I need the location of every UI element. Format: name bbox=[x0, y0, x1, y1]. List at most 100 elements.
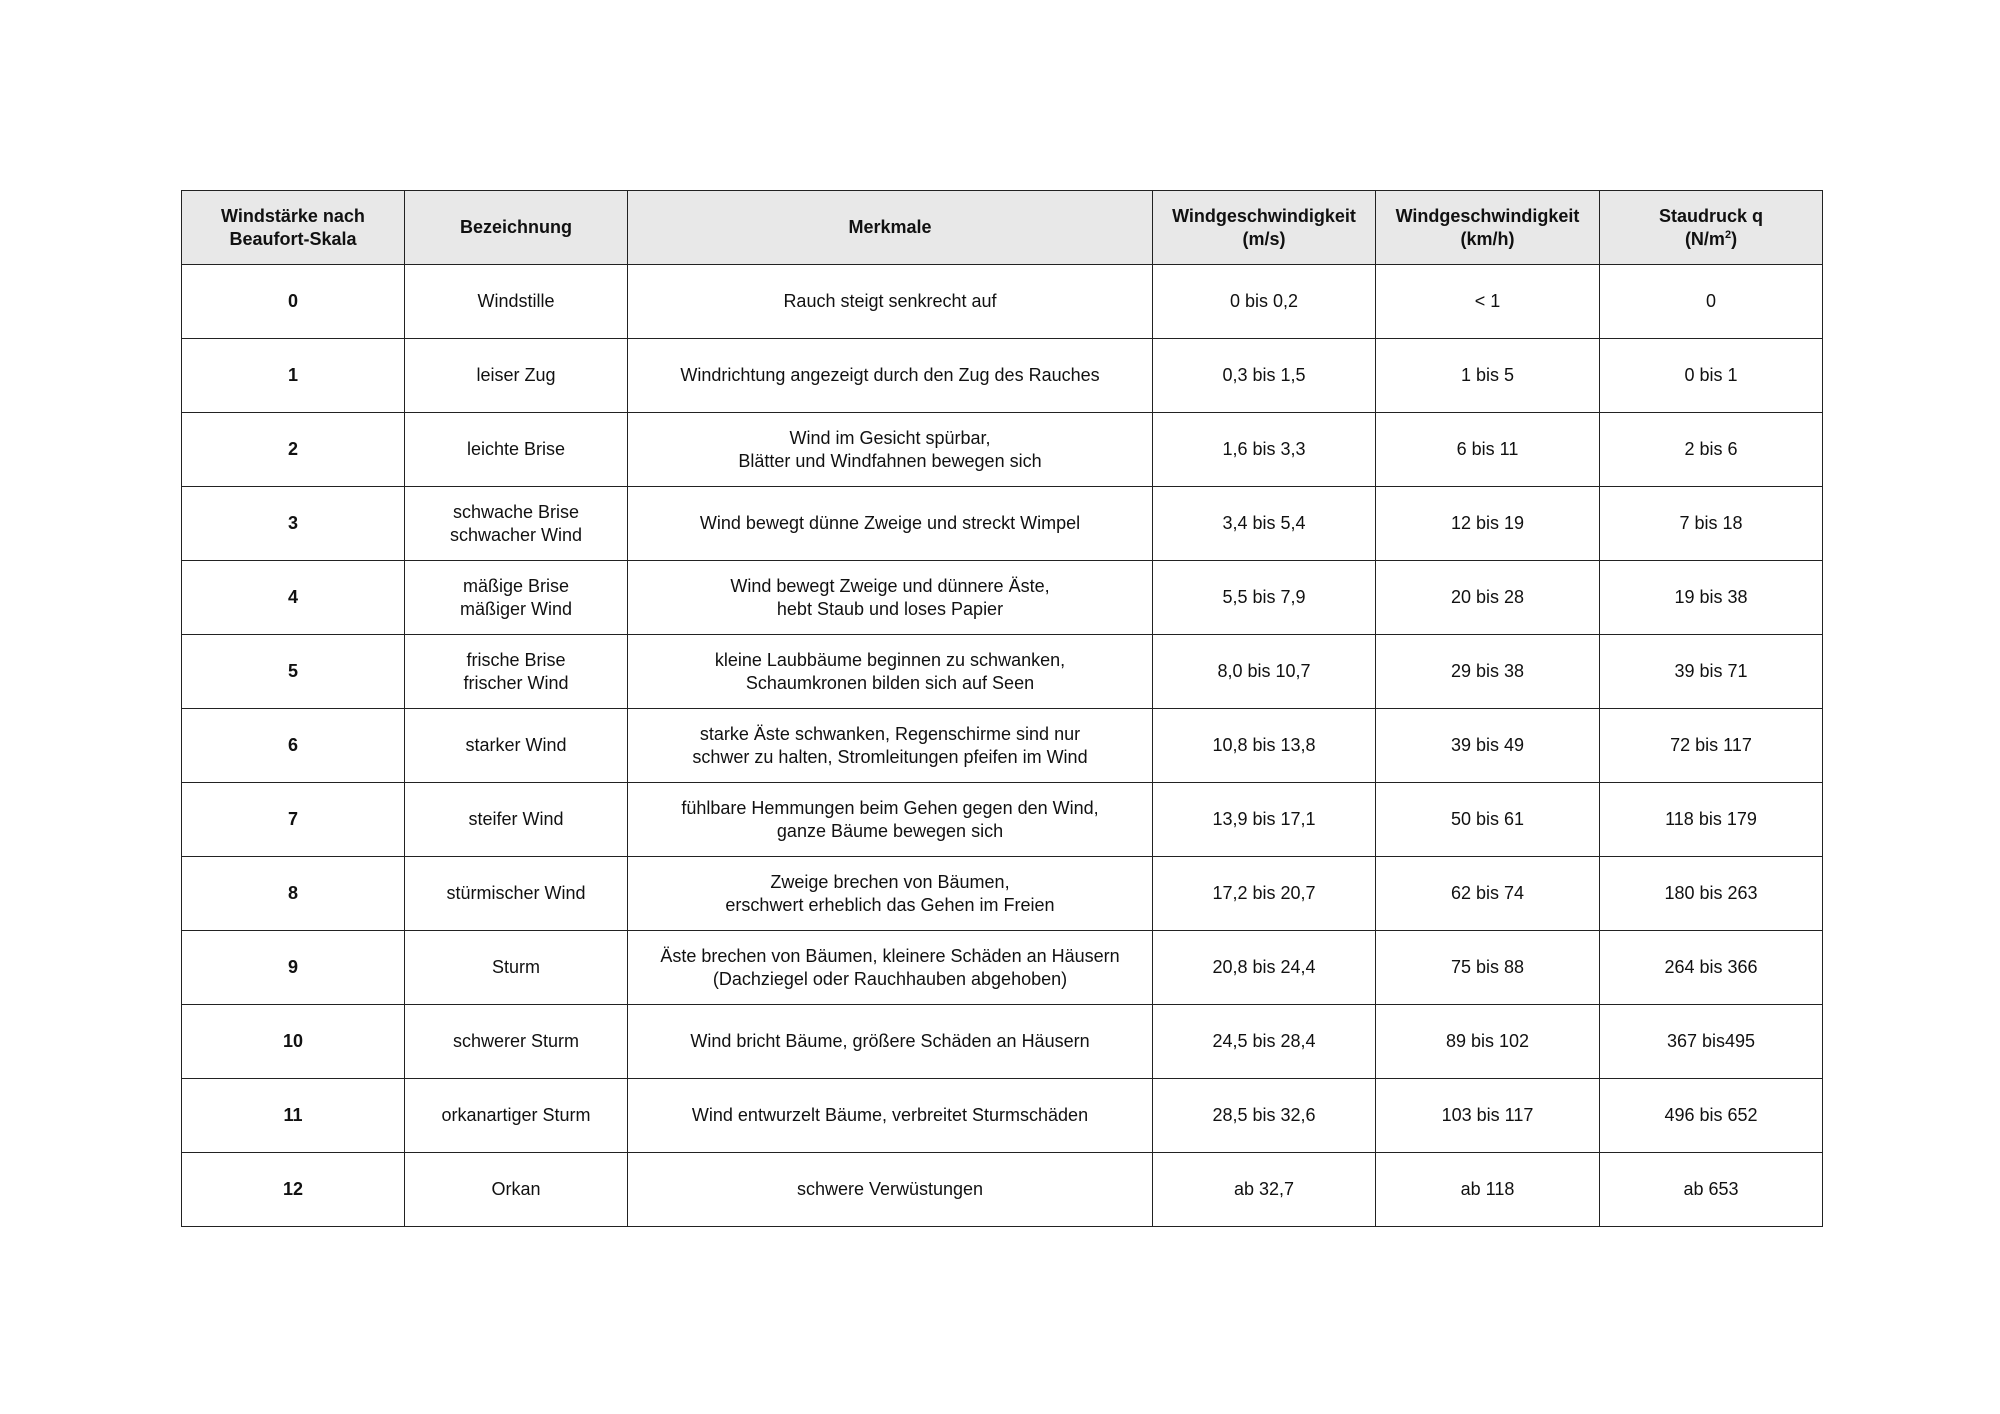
name-cell: Sturm bbox=[404, 930, 628, 1005]
pressure-cell: 0 bbox=[1599, 264, 1823, 339]
pressure-cell: 264 bis 366 bbox=[1599, 930, 1823, 1005]
beaufort-table: Windstärke nach Beaufort-Skala Bezeichnu… bbox=[181, 190, 1823, 1227]
speed-kmh-cell: 1 bis 5 bbox=[1375, 338, 1600, 413]
speed-ms-cell: 0,3 bis 1,5 bbox=[1152, 338, 1376, 413]
speed-kmh-cell: 12 bis 19 bbox=[1375, 486, 1600, 561]
beaufort-cell: 7 bbox=[181, 782, 405, 857]
beaufort-cell: 0 bbox=[181, 264, 405, 339]
name-cell: stürmischer Wind bbox=[404, 856, 628, 931]
speed-kmh-cell: ab 118 bbox=[1375, 1152, 1600, 1227]
pressure-cell: 496 bis 652 bbox=[1599, 1078, 1823, 1153]
features-cell: Rauch steigt senkrecht auf bbox=[627, 264, 1153, 339]
speed-ms-cell: 17,2 bis 20,7 bbox=[1152, 856, 1376, 931]
beaufort-cell: 4 bbox=[181, 560, 405, 635]
header-speed-kmh: Windgeschwindigkeit (km/h) bbox=[1375, 190, 1600, 265]
speed-ms-cell: 24,5 bis 28,4 bbox=[1152, 1004, 1376, 1079]
name-cell: leiser Zug bbox=[404, 338, 628, 413]
pressure-cell: 367 bis495 bbox=[1599, 1004, 1823, 1079]
header-speed-ms: Windgeschwindigkeit (m/s) bbox=[1152, 190, 1376, 265]
features-cell: Wind bewegt Zweige und dünnere Äste, heb… bbox=[627, 560, 1153, 635]
speed-kmh-cell: 20 bis 28 bbox=[1375, 560, 1600, 635]
header-name: Bezeichnung bbox=[404, 190, 628, 265]
pressure-cell: 118 bis 179 bbox=[1599, 782, 1823, 857]
speed-ms-cell: ab 32,7 bbox=[1152, 1152, 1376, 1227]
speed-ms-cell: 3,4 bis 5,4 bbox=[1152, 486, 1376, 561]
name-cell: Orkan bbox=[404, 1152, 628, 1227]
beaufort-cell: 12 bbox=[181, 1152, 405, 1227]
features-cell: Wind im Gesicht spürbar, Blätter und Win… bbox=[627, 412, 1153, 487]
speed-ms-cell: 13,9 bis 17,1 bbox=[1152, 782, 1376, 857]
features-cell: kleine Laubbäume beginnen zu schwanken, … bbox=[627, 634, 1153, 709]
pressure-cell: ab 653 bbox=[1599, 1152, 1823, 1227]
speed-ms-cell: 5,5 bis 7,9 bbox=[1152, 560, 1376, 635]
features-cell: Wind entwurzelt Bäume, verbreitet Sturms… bbox=[627, 1078, 1153, 1153]
name-cell: mäßige Brise mäßiger Wind bbox=[404, 560, 628, 635]
table-row: 11 orkanartiger Sturm Wind entwurzelt Bäum… bbox=[181, 1078, 1823, 1153]
speed-kmh-cell: 29 bis 38 bbox=[1375, 634, 1600, 709]
features-cell: Wind bewegt dünne Zweige und streckt Wim… bbox=[627, 486, 1153, 561]
table-row: 0 Windstille Rauch steigt senkrecht auf 0 b… bbox=[181, 264, 1823, 339]
name-cell: schwerer Sturm bbox=[404, 1004, 628, 1079]
beaufort-cell: 11 bbox=[181, 1078, 405, 1153]
pressure-cell: 39 bis 71 bbox=[1599, 634, 1823, 709]
speed-kmh-cell: 39 bis 49 bbox=[1375, 708, 1600, 783]
beaufort-cell: 10 bbox=[181, 1004, 405, 1079]
features-cell: starke Äste schwanken, Regenschirme sind… bbox=[627, 708, 1153, 783]
speed-kmh-cell: 89 bis 102 bbox=[1375, 1004, 1600, 1079]
speed-kmh-cell: < 1 bbox=[1375, 264, 1600, 339]
speed-ms-cell: 10,8 bis 13,8 bbox=[1152, 708, 1376, 783]
name-cell: Windstille bbox=[404, 264, 628, 339]
beaufort-cell: 6 bbox=[181, 708, 405, 783]
features-cell: fühlbare Hemmungen beim Gehen gegen den … bbox=[627, 782, 1153, 857]
beaufort-cell: 8 bbox=[181, 856, 405, 931]
header-pressure-end: ) bbox=[1731, 228, 1738, 249]
speed-ms-cell: 8,0 bis 10,7 bbox=[1152, 634, 1376, 709]
beaufort-cell: 3 bbox=[181, 486, 405, 561]
speed-ms-cell: 0 bis 0,2 bbox=[1152, 264, 1376, 339]
speed-ms-cell: 28,5 bis 32,6 bbox=[1152, 1078, 1376, 1153]
beaufort-cell: 9 bbox=[181, 930, 405, 1005]
speed-kmh-cell: 62 bis 74 bbox=[1375, 856, 1600, 931]
pressure-cell: 2 bis 6 bbox=[1599, 412, 1823, 487]
features-cell: schwere Verwüstungen bbox=[627, 1152, 1153, 1227]
speed-kmh-cell: 50 bis 61 bbox=[1375, 782, 1600, 857]
name-cell: frische Brise frischer Wind bbox=[404, 634, 628, 709]
header-features: Merkmale bbox=[627, 190, 1153, 265]
speed-kmh-cell: 103 bis 117 bbox=[1375, 1078, 1600, 1153]
name-cell: starker Wind bbox=[404, 708, 628, 783]
name-cell: schwache Brise schwacher Wind bbox=[404, 486, 628, 561]
table-row: 10 schwerer Sturm Wind bricht Bäume, größe… bbox=[181, 1004, 1823, 1079]
pressure-cell: 180 bis 263 bbox=[1599, 856, 1823, 931]
beaufort-cell: 5 bbox=[181, 634, 405, 709]
speed-ms-cell: 1,6 bis 3,3 bbox=[1152, 412, 1376, 487]
table-row: 9 Sturm Äste brechen von Bäumen, kleinere … bbox=[181, 930, 1823, 1005]
pressure-cell: 7 bis 18 bbox=[1599, 486, 1823, 561]
header-row: Windstärke nach Beaufort-Skala Bezeichnu… bbox=[181, 190, 1823, 265]
speed-kmh-cell: 6 bis 11 bbox=[1375, 412, 1600, 487]
beaufort-cell: 1 bbox=[181, 338, 405, 413]
name-cell: leichte Brise bbox=[404, 412, 628, 487]
pressure-cell: 19 bis 38 bbox=[1599, 560, 1823, 635]
beaufort-cell: 2 bbox=[181, 412, 405, 487]
table-row: 6 starker Wind starke Äste schwanken, Rege… bbox=[181, 708, 1823, 783]
features-cell: Äste brechen von Bäumen, kleinere Schäde… bbox=[627, 930, 1153, 1005]
table-row: 4 mäßige Brise mäßiger Wind Wind bewegt Zw… bbox=[181, 560, 1823, 635]
header-pressure: Staudruck q (N/m2) bbox=[1599, 190, 1823, 265]
name-cell: steifer Wind bbox=[404, 782, 628, 857]
speed-ms-cell: 20,8 bis 24,4 bbox=[1152, 930, 1376, 1005]
table-row: 3 schwache Brise schwacher Wind Wind beweg… bbox=[181, 486, 1823, 561]
table-row: 1 leiser Zug Windrichtung angezeigt durch … bbox=[181, 338, 1823, 413]
name-cell: orkanartiger Sturm bbox=[404, 1078, 628, 1153]
speed-kmh-cell: 75 bis 88 bbox=[1375, 930, 1600, 1005]
features-cell: Wind bricht Bäume, größere Schäden an Hä… bbox=[627, 1004, 1153, 1079]
table-row: 7 steifer Wind fühlbare Hemmungen beim Geh… bbox=[181, 782, 1823, 857]
features-cell: Zweige brechen von Bäumen, erschwert erh… bbox=[627, 856, 1153, 931]
header-pressure-text: Staudruck q (N/m bbox=[1658, 205, 1764, 249]
table-row: 12 Orkan schwere Verwüstungen ab 32,7 ab 118… bbox=[181, 1152, 1823, 1227]
header-beaufort: Windstärke nach Beaufort-Skala bbox=[181, 190, 405, 265]
table-row: 5 frische Brise frischer Wind kleine Laubb… bbox=[181, 634, 1823, 709]
table-row: 2 leichte Brise Wind im Gesicht spürbar, B… bbox=[181, 412, 1823, 487]
pressure-cell: 0 bis 1 bbox=[1599, 338, 1823, 413]
pressure-cell: 72 bis 117 bbox=[1599, 708, 1823, 783]
header-pressure-sup: 2 bbox=[1724, 228, 1732, 241]
